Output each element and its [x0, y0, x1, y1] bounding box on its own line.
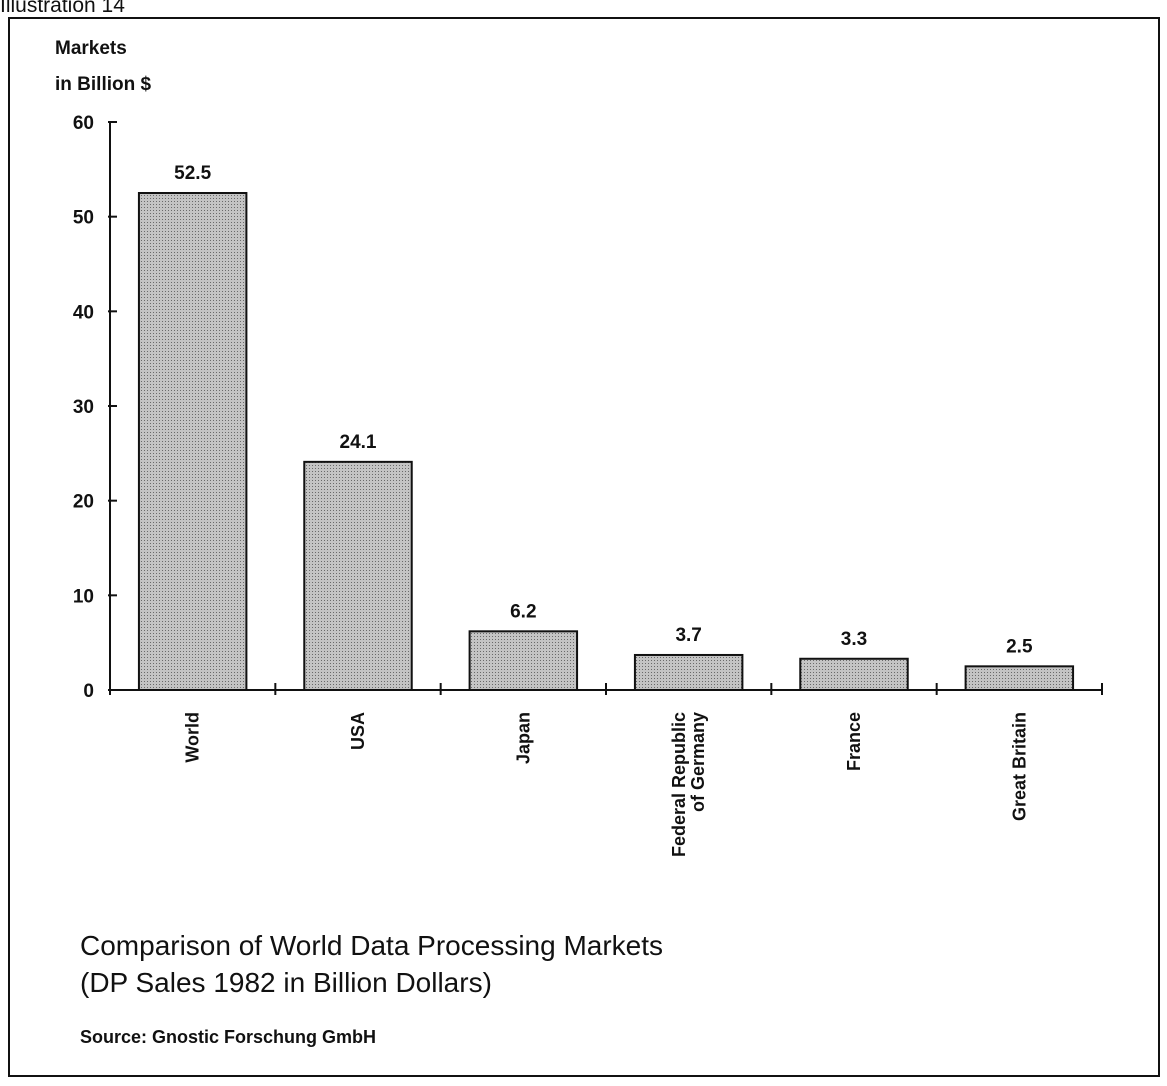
x-tick-label: of Germany: [688, 712, 708, 812]
bar-value-label: 24.1: [340, 432, 377, 453]
y-tick-label: 20: [73, 492, 94, 513]
chart-title: Comparison of World Data Processing Mark…: [80, 930, 664, 961]
bar-value-label: 3.3: [841, 629, 867, 650]
y-tick-label: 10: [73, 586, 94, 607]
x-tick-label: Great Britain: [1009, 712, 1029, 821]
y-tick-label: 60: [73, 113, 94, 134]
bar: [633, 653, 744, 691]
y-tick-label: 0: [83, 681, 94, 702]
y-tick-label: 30: [73, 397, 94, 418]
y-axis-label-line-2: in Billion $: [55, 74, 152, 95]
bar: [137, 192, 248, 691]
x-tick-label: Federal Republic: [669, 712, 689, 857]
y-tick-label: 40: [73, 302, 94, 323]
bar-value-label: 2.5: [1006, 636, 1033, 657]
x-tick-label: World: [183, 712, 203, 763]
x-tick-label: Japan: [513, 712, 533, 764]
x-tick-label: USA: [348, 712, 368, 750]
bar-value-label: 3.7: [675, 625, 701, 646]
y-tick-label: 50: [73, 208, 94, 229]
bar: [468, 630, 579, 691]
bar: [964, 665, 1075, 691]
figure-frame: [8, 17, 1160, 1077]
chart-subtitle: (DP Sales 1982 in Billion Dollars): [80, 967, 492, 998]
x-tick-label: France: [844, 712, 864, 771]
bar-value-label: 52.5: [174, 163, 211, 184]
illustration-label: Illustration 14: [0, 0, 125, 17]
bar: [303, 460, 413, 691]
y-axis-label-line-1: Markets: [55, 38, 127, 59]
bar-value-label: 6.2: [510, 601, 536, 622]
bar: [799, 657, 909, 692]
source-note: Source: Gnostic Forschung GmbH: [80, 1027, 377, 1047]
